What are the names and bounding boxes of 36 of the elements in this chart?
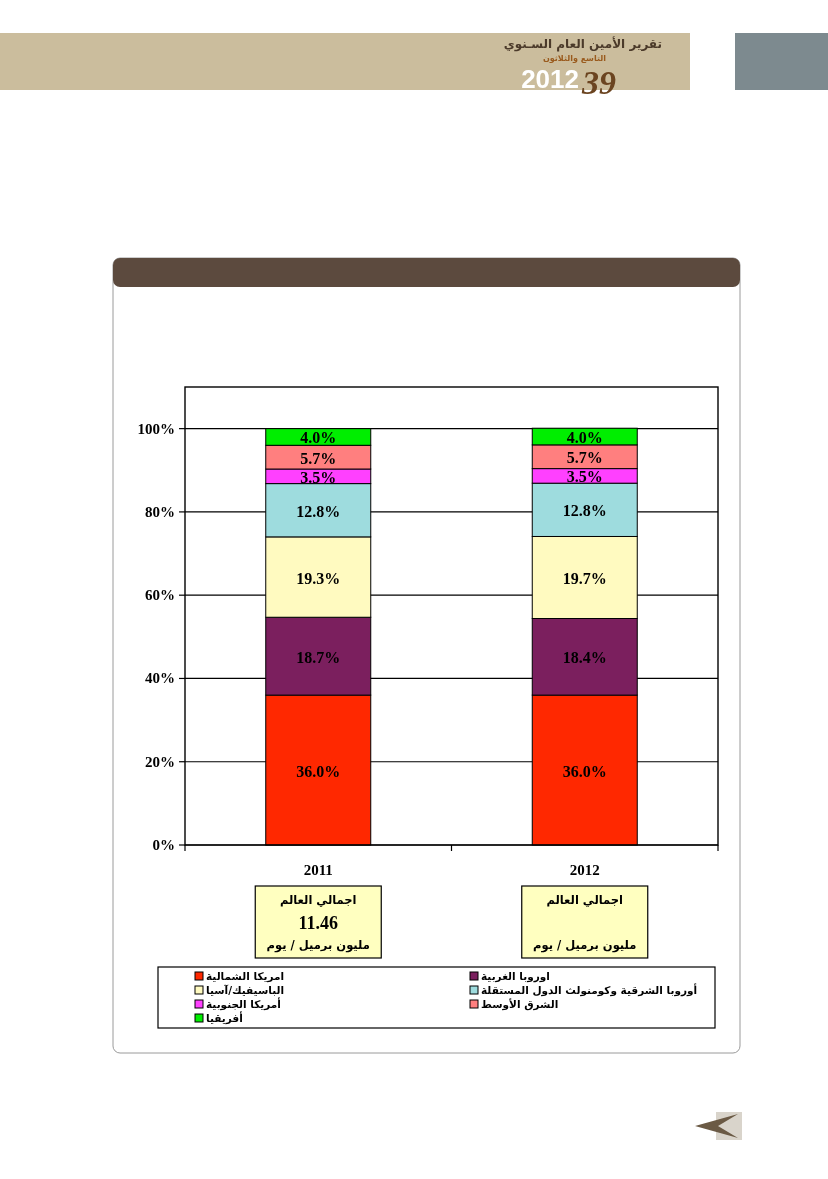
legend-label: أوروبا الشرقية وكومنولث الدول المستقلة	[481, 983, 698, 997]
data-label: 18.7%	[296, 648, 341, 666]
x-tick-label: 2011	[303, 862, 333, 878]
text: مليون برميل / يوم	[533, 938, 637, 953]
data-label: 12.8%	[296, 502, 341, 520]
data-label: 19.7%	[562, 569, 607, 587]
text: 11.46	[298, 912, 339, 933]
text: مليون برميل / يوم	[266, 938, 370, 953]
legend-label: الشرق الأوسط	[481, 998, 559, 1011]
data-label: 18.4%	[562, 649, 607, 667]
text: اجمالي العالم	[546, 893, 624, 907]
data-label: 4.0%	[566, 429, 603, 447]
text: 2012	[521, 64, 579, 94]
legend-label: أفريقيا	[206, 1011, 243, 1025]
y-tick-label: 100%	[137, 420, 175, 437]
legend-label: أمريكا الجنوبية	[206, 997, 281, 1011]
y-tick-label: 60%	[145, 587, 175, 604]
legend-label: الباسيفيك/آسيا	[206, 984, 284, 996]
data-label: 5.7%	[300, 449, 337, 467]
y-tick-label: 40%	[145, 670, 175, 687]
y-tick-label: 20%	[145, 753, 175, 770]
data-label: 12.8%	[562, 502, 607, 520]
data-label: 5.7%	[566, 449, 603, 467]
data-label: 3.5%	[300, 468, 337, 486]
text: اجمالي العالم	[279, 893, 357, 907]
text: تقرير الأمين العام السـنوي	[503, 36, 662, 52]
y-tick-label: 0%	[152, 837, 175, 853]
legend-label: امريكا الشمالية	[206, 970, 285, 983]
data-label: 19.3%	[296, 569, 341, 587]
y-tick-label: 80%	[145, 503, 175, 520]
data-label: 4.0%	[300, 429, 337, 447]
text: التاسع والثلاثون	[542, 53, 607, 63]
data-label: 36.0%	[296, 762, 341, 780]
legend-label: اوروبا الغربية	[481, 970, 550, 983]
data-label: 3.5%	[566, 468, 603, 486]
data-label: 36.0%	[562, 762, 607, 780]
